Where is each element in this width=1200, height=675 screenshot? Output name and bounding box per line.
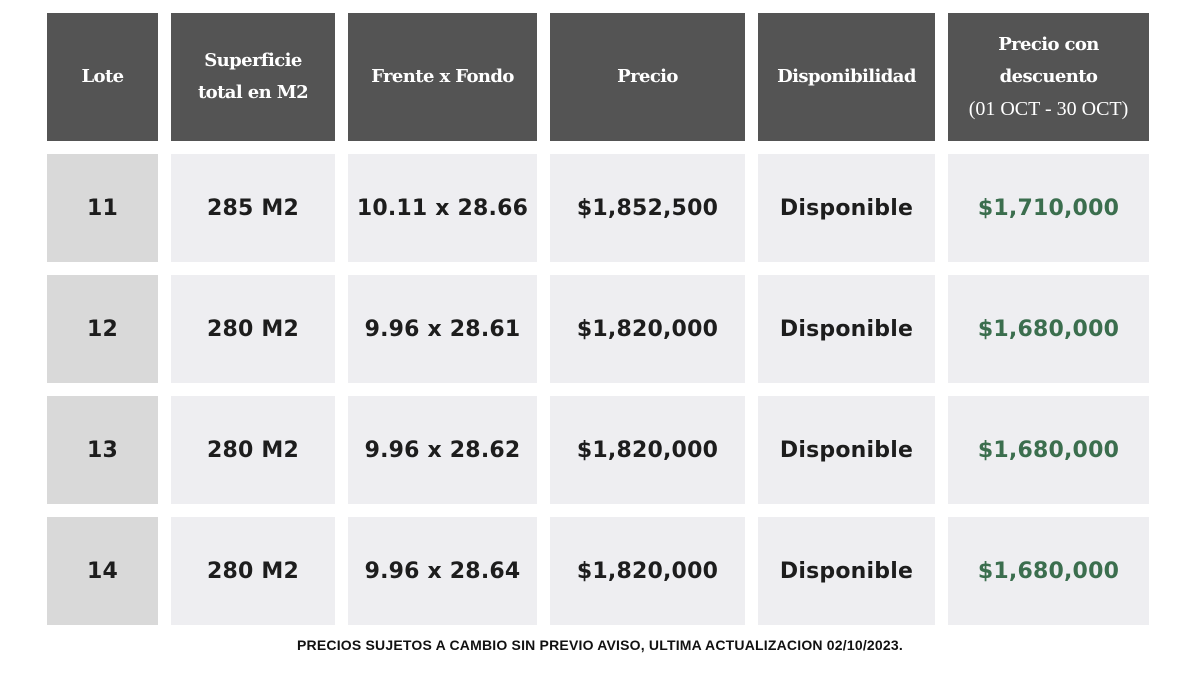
cell-frente-fondo: 9.96 x 28.64 — [348, 517, 537, 625]
header-precio-descuento: Precio con descuento (01 OCT - 30 OCT) — [948, 13, 1149, 141]
cell-lote: 11 — [47, 154, 158, 262]
header-spacer — [47, 141, 1149, 154]
header-frente-fondo-line-1: Frente x Fondo — [371, 66, 514, 87]
header-precio-descuento-period: (01 OCT - 30 OCT) — [968, 98, 1129, 120]
cell-frente-fondo: 9.96 x 28.61 — [348, 275, 537, 383]
cell-disponibilidad: Disponible — [758, 517, 935, 625]
header-precio-descuento-line-2: descuento — [999, 66, 1098, 87]
cell-frente-fondo: 10.11 x 28.66 — [348, 154, 537, 262]
cell-frente-fondo: 9.96 x 28.62 — [348, 396, 537, 504]
header-frente-fondo: Frente x Fondo — [348, 13, 537, 141]
lots-price-table: Lote Superficie total en M2 Frente x Fon… — [47, 13, 1149, 625]
cell-disponibilidad: Disponible — [758, 396, 935, 504]
cell-lote: 12 — [47, 275, 158, 383]
cell-precio-descuento: $1,680,000 — [948, 517, 1149, 625]
header-precio-descuento-line-1: Precio con — [998, 34, 1099, 55]
row-gap — [47, 383, 1149, 396]
header-superficie: Superficie total en M2 — [171, 13, 335, 141]
header-precio: Precio — [550, 13, 745, 141]
row-gap — [47, 504, 1149, 517]
cell-disponibilidad: Disponible — [758, 275, 935, 383]
cell-lote: 13 — [47, 396, 158, 504]
cell-precio-descuento: $1,680,000 — [948, 396, 1149, 504]
cell-precio: $1,852,500 — [550, 154, 745, 262]
header-superficie-line-1: Superficie — [204, 50, 302, 71]
header-superficie-line-2: total en M2 — [197, 82, 309, 103]
cell-superficie: 280 M2 — [171, 275, 335, 383]
cell-precio: $1,820,000 — [550, 517, 745, 625]
cell-disponibilidad: Disponible — [758, 154, 935, 262]
cell-precio: $1,820,000 — [550, 396, 745, 504]
header-disponibilidad: Disponibilidad — [758, 13, 935, 141]
header-lote-line-1: Lote — [81, 66, 124, 87]
cell-precio: $1,820,000 — [550, 275, 745, 383]
cell-precio-descuento: $1,680,000 — [948, 275, 1149, 383]
header-lote: Lote — [47, 13, 158, 141]
price-disclaimer: PRECIOS SUJETOS A CAMBIO SIN PREVIO AVIS… — [297, 637, 903, 653]
header-disponibilidad-line-1: Disponibilidad — [777, 66, 916, 87]
cell-precio-descuento: $1,710,000 — [948, 154, 1149, 262]
header-precio-line-1: Precio — [617, 66, 678, 87]
cell-superficie: 280 M2 — [171, 396, 335, 504]
cell-superficie: 285 M2 — [171, 154, 335, 262]
cell-superficie: 280 M2 — [171, 517, 335, 625]
cell-lote: 14 — [47, 517, 158, 625]
row-gap — [47, 262, 1149, 275]
